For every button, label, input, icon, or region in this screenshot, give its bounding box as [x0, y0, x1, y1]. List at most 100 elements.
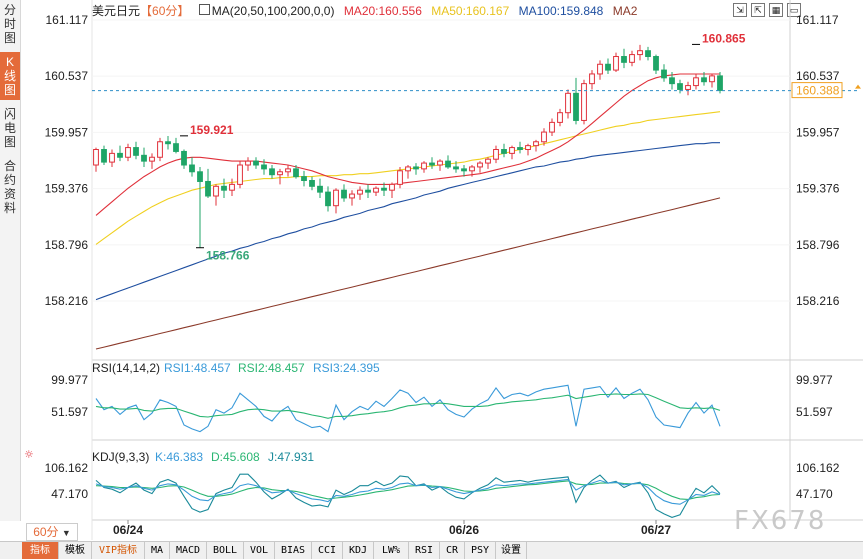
- x-tick-label: 06/26: [449, 523, 479, 537]
- indicator-tab-2[interactable]: VIP指标: [92, 542, 145, 559]
- ma2-value: MA2: [612, 4, 638, 18]
- ma-settings-icon[interactable]: [198, 4, 210, 15]
- candle-body: [669, 77, 675, 85]
- ma20-line: [95, 73, 720, 216]
- candle-body: [709, 75, 715, 83]
- high-label: 160.865: [702, 31, 746, 45]
- indicator-tab-7[interactable]: BIAS: [275, 542, 312, 559]
- indicator-tab-13[interactable]: PSY: [465, 542, 496, 559]
- candle-body: [389, 183, 395, 191]
- y-tick-right: 161.117: [796, 13, 839, 27]
- watermark: FX678: [734, 506, 827, 536]
- indicator-tab-0[interactable]: 指标: [22, 542, 59, 559]
- kdj-legend-1: D:45.608: [211, 450, 260, 464]
- rsi-y-tick-right: 51.597: [796, 405, 833, 419]
- kdj-layer: [95, 473, 721, 518]
- chart-canvas[interactable]: 161.117 161.117 160.537 160.537 159.957 159.9…: [0, 0, 863, 540]
- rsi-y-tick-right: 99.977: [796, 373, 833, 387]
- rsi-y-tick-left: 51.597: [51, 405, 88, 419]
- candle-body: [605, 63, 611, 71]
- indicator-toolbar: 指标 模板 VIP指标 MA MACD BOLL VOL BIAS CCI KDJ LW% RSI CR…: [0, 541, 863, 559]
- indicator-tab-10[interactable]: LW%: [374, 542, 409, 559]
- tab-timeshare[interactable]: 分时图: [3, 3, 16, 45]
- candle-body: [245, 160, 251, 166]
- period-selector[interactable]: 60分 ▼: [26, 523, 78, 541]
- y-tick-right: 160.537: [796, 69, 840, 83]
- candle-body: [309, 180, 315, 187]
- candle-body: [573, 92, 579, 121]
- price-alert-icon: [855, 84, 861, 89]
- candle-body: [213, 185, 219, 197]
- y-tick-left: 160.537: [45, 69, 89, 83]
- candle-body: [629, 54, 635, 63]
- label-layer: 161.117 161.117 160.537 160.537 159.957 159.9…: [24, 13, 861, 537]
- current-price-value: 160.388: [796, 84, 840, 98]
- candle-body: [685, 85, 691, 90]
- y-tick-left: 159.957: [45, 125, 89, 139]
- candle-body: [557, 112, 563, 123]
- indicator-tab-6[interactable]: VOL: [244, 542, 275, 559]
- ma200-line: [95, 197, 721, 350]
- candle-body: [693, 77, 699, 87]
- period-label: 【60分】: [140, 4, 190, 18]
- candle-body: [493, 149, 499, 160]
- candle-body: [445, 160, 451, 168]
- y-tick-left: 161.117: [46, 13, 89, 27]
- x-tick-label: 06/27: [641, 523, 671, 537]
- ma-layer: [95, 73, 721, 350]
- expand-icon[interactable]: ⇲: [733, 3, 747, 17]
- candle-body: [157, 141, 163, 158]
- j-line: [95, 473, 721, 518]
- candle-body: [461, 168, 467, 172]
- candle-body: [269, 168, 275, 176]
- indicator-tab-12[interactable]: CR: [440, 542, 465, 559]
- rsi-y-tick-left: 99.977: [51, 373, 88, 387]
- indicator-tab-9[interactable]: KDJ: [343, 542, 374, 559]
- candle-body: [533, 141, 539, 147]
- candle-body: [509, 147, 515, 154]
- candle-layer: [93, 44, 723, 248]
- candle-body: [101, 149, 107, 163]
- candle-body: [613, 56, 619, 71]
- indicator-tab-14[interactable]: 设置: [496, 542, 527, 559]
- candle-body: [317, 185, 323, 193]
- candle-body: [405, 166, 411, 172]
- candle-body: [93, 149, 99, 166]
- kdj-title: KDJ(9,3,3): [92, 450, 149, 464]
- candle-body: [173, 143, 179, 152]
- candle-body: [261, 164, 267, 170]
- candle-body: [333, 189, 339, 207]
- candle-body: [517, 147, 523, 151]
- candle-body: [221, 185, 227, 191]
- candle-body: [549, 121, 555, 133]
- indicator-tab-11[interactable]: RSI: [409, 542, 440, 559]
- candle-body: [357, 189, 363, 195]
- shrink-icon[interactable]: ⇱: [751, 3, 765, 17]
- candle-body: [189, 164, 195, 173]
- grid-icon[interactable]: ▦: [769, 3, 783, 17]
- rsi-title: RSI(14,14,2): [92, 361, 160, 375]
- indicator-tab-8[interactable]: CCI: [312, 542, 343, 559]
- ma-label: MA(20,50,100,200,0,0): [211, 4, 335, 18]
- candle-body: [149, 156, 155, 162]
- indicator-tab-5[interactable]: BOLL: [207, 542, 244, 559]
- tab-contract-info[interactable]: 合约资料: [3, 159, 16, 215]
- y-tick-left: 159.376: [45, 182, 89, 196]
- candle-body: [365, 189, 371, 193]
- ma100-value: MA100:159.848: [518, 4, 604, 18]
- candle-body: [653, 56, 659, 71]
- tab-flash[interactable]: 闪电图: [3, 107, 16, 149]
- candle-body: [373, 187, 379, 193]
- y-tick-right: 158.796: [796, 238, 840, 252]
- indicator-tab-3[interactable]: MA: [145, 542, 170, 559]
- candle-body: [133, 147, 139, 156]
- candle-body: [117, 152, 123, 158]
- candle-body: [437, 160, 443, 166]
- candle-body: [381, 187, 387, 191]
- candle-body: [541, 131, 547, 143]
- indicator-tab-4[interactable]: MACD: [170, 542, 207, 559]
- candle-body: [581, 83, 587, 121]
- indicator-tab-1[interactable]: 模板: [59, 542, 92, 559]
- candle-body: [453, 166, 459, 170]
